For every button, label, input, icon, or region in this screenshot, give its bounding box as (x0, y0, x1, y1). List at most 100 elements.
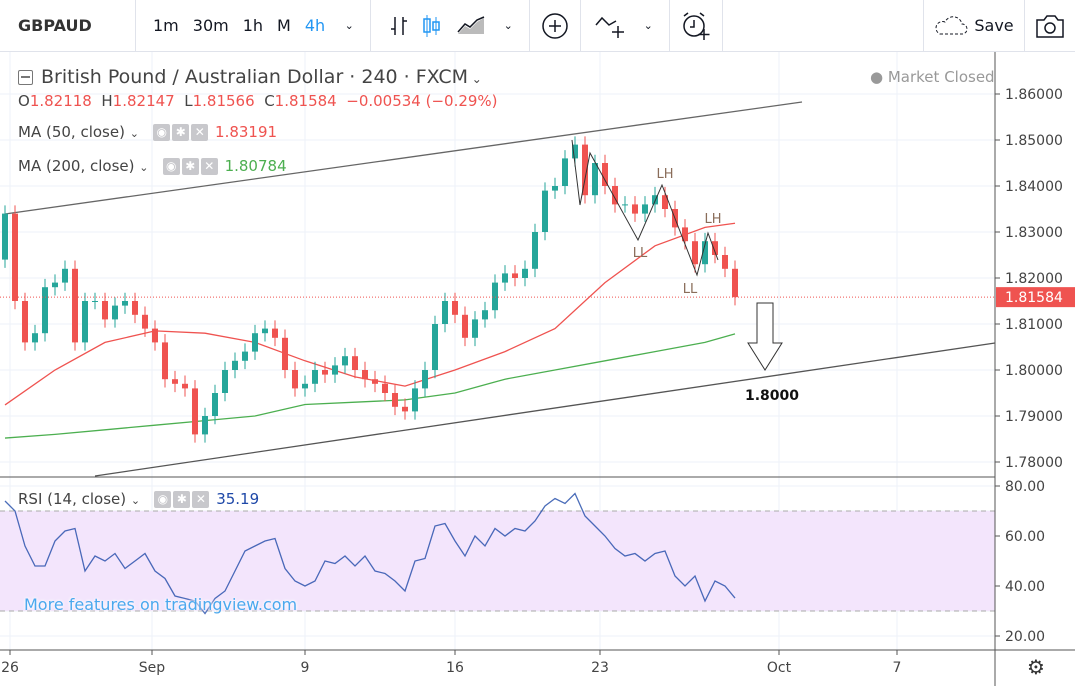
candle-body (512, 273, 518, 278)
candle-body (702, 241, 708, 265)
zigzag-pattern-line (571, 139, 719, 277)
price-tick-label: 1.86000 (1005, 87, 1063, 103)
candle-body (422, 370, 428, 389)
ohlc-readout: O1.82118 H1.82147 L1.81566 C1.81584 −0.0… (18, 92, 498, 110)
candle-body (22, 301, 28, 343)
candle-body (222, 370, 228, 393)
last-price-label: 1.81584 (1005, 290, 1063, 306)
camera-icon[interactable] (1025, 0, 1075, 52)
ma50-legend[interactable]: MA (50, close) ⌄ ◉ ✱ ✕ 1.83191 (18, 123, 278, 141)
candle-body (42, 287, 48, 334)
candle-body (302, 383, 308, 389)
gear-icon[interactable]: ✱ (173, 491, 191, 508)
pattern-label: LL (683, 282, 698, 297)
ma200-legend[interactable]: MA (200, close) ⌄ ◉ ✱ ✕ 1.80784 (18, 157, 287, 175)
watermark-link[interactable]: More features on tradingview.com (24, 595, 298, 614)
candle-body (552, 186, 558, 191)
candle-body (322, 370, 328, 375)
close-value: 1.81584 (274, 92, 337, 110)
alert-add-icon[interactable] (670, 0, 722, 52)
open-label: O (18, 92, 30, 110)
pattern-label: LL (633, 246, 648, 261)
eye-icon[interactable]: ◉ (162, 158, 180, 175)
price-tick-label: 1.81000 (1005, 317, 1063, 333)
area-chart-icon[interactable] (449, 0, 493, 52)
timeframe-4h[interactable]: 4h (304, 16, 326, 35)
candle-body (372, 379, 378, 384)
timeframe-30m[interactable]: 30m (192, 16, 229, 35)
time-tick-label: 9 (301, 660, 310, 676)
time-tick-label: 7 (893, 660, 902, 676)
open-value: 1.82118 (29, 92, 92, 110)
gear-icon[interactable]: ✱ (181, 158, 199, 175)
eye-icon[interactable]: ◉ (154, 491, 172, 508)
candle-body (282, 337, 288, 370)
save-button[interactable]: Save (924, 0, 1024, 52)
timeframe-M[interactable]: M (277, 16, 291, 35)
price-chart[interactable]: 1.86000 1.85000 1.84000 1.83000 1.82000 1.810… (0, 52, 1075, 686)
save-label: Save (974, 16, 1014, 35)
compare-icon[interactable] (581, 0, 637, 52)
ma200-line (4, 333, 736, 439)
timeframe-chevron-down-icon[interactable]: ⌄ (344, 19, 354, 32)
bars-chart-icon[interactable] (381, 0, 415, 52)
low-label: L (184, 92, 193, 110)
rsi-tick-label: 40.00 (1005, 579, 1045, 595)
close-icon[interactable]: ✕ (192, 491, 210, 508)
price-tick-label: 1.83000 (1005, 225, 1063, 241)
candle-body (92, 301, 98, 302)
price-tick-label: 1.79000 (1005, 409, 1063, 425)
candle-body (102, 301, 108, 320)
close-icon[interactable]: ✕ (191, 124, 209, 141)
low-value: 1.81566 (192, 92, 255, 110)
ma50-line (4, 222, 736, 406)
candle-body (432, 324, 438, 370)
candle-body (522, 268, 528, 278)
candle-body (562, 158, 568, 186)
time-tick-label: Oct (767, 660, 792, 676)
indicators-add-icon[interactable] (530, 0, 580, 52)
last-price-badge (996, 287, 1075, 308)
candle-body (612, 186, 618, 205)
candle-body (592, 163, 598, 196)
candle-body (52, 282, 58, 288)
candle-body (482, 310, 488, 320)
candle-body (542, 190, 548, 232)
candle-body (722, 255, 728, 269)
chart-type-chevron-down-icon[interactable]: ⌄ (503, 19, 513, 32)
candle-body (492, 282, 498, 311)
close-icon[interactable]: ✕ (200, 158, 218, 175)
gear-icon[interactable]: ✱ (172, 124, 190, 141)
chart-title[interactable]: British Pound / Australian Dollar · 240 … (18, 66, 482, 88)
compare-chevron-down-icon[interactable]: ⌄ (643, 19, 653, 32)
rsi-legend[interactable]: RSI (14, close) ⌄ ◉ ✱ ✕ 35.19 (18, 490, 260, 508)
candle-body (392, 393, 398, 407)
market-status-text: Market Closed (887, 68, 995, 86)
candles-chart-icon[interactable] (415, 0, 449, 52)
rsi-tick-label: 80.00 (1005, 479, 1045, 495)
candle-body (602, 163, 608, 186)
candle-body (382, 383, 388, 393)
candle-body (582, 144, 588, 196)
timeframe-1h[interactable]: 1h (242, 16, 264, 35)
pattern-label: LH (656, 167, 673, 182)
rsi-line (4, 492, 736, 615)
settings-gear-icon[interactable]: ⚙ (1027, 655, 1045, 679)
ma200-value: 1.80784 (224, 157, 287, 175)
candle-body (172, 379, 178, 384)
eye-icon[interactable]: ◉ (153, 124, 171, 141)
candle-body (442, 301, 448, 324)
symbol-search-button[interactable]: GBPAUD (18, 16, 92, 35)
change-value: −0.00534 (−0.29%) (346, 92, 498, 110)
candle-body (242, 351, 248, 361)
candle-body (662, 195, 668, 209)
collapse-legend-icon[interactable] (18, 70, 33, 85)
lower-channel-line (94, 342, 996, 477)
ma50-label: MA (50, close) (18, 123, 125, 141)
timeframe-1m[interactable]: 1m (153, 16, 179, 35)
candle-body (622, 204, 628, 206)
candle-body (472, 319, 478, 338)
candle-body (262, 328, 268, 334)
candle-body (502, 273, 508, 283)
time-tick-label: 26 (1, 660, 19, 676)
